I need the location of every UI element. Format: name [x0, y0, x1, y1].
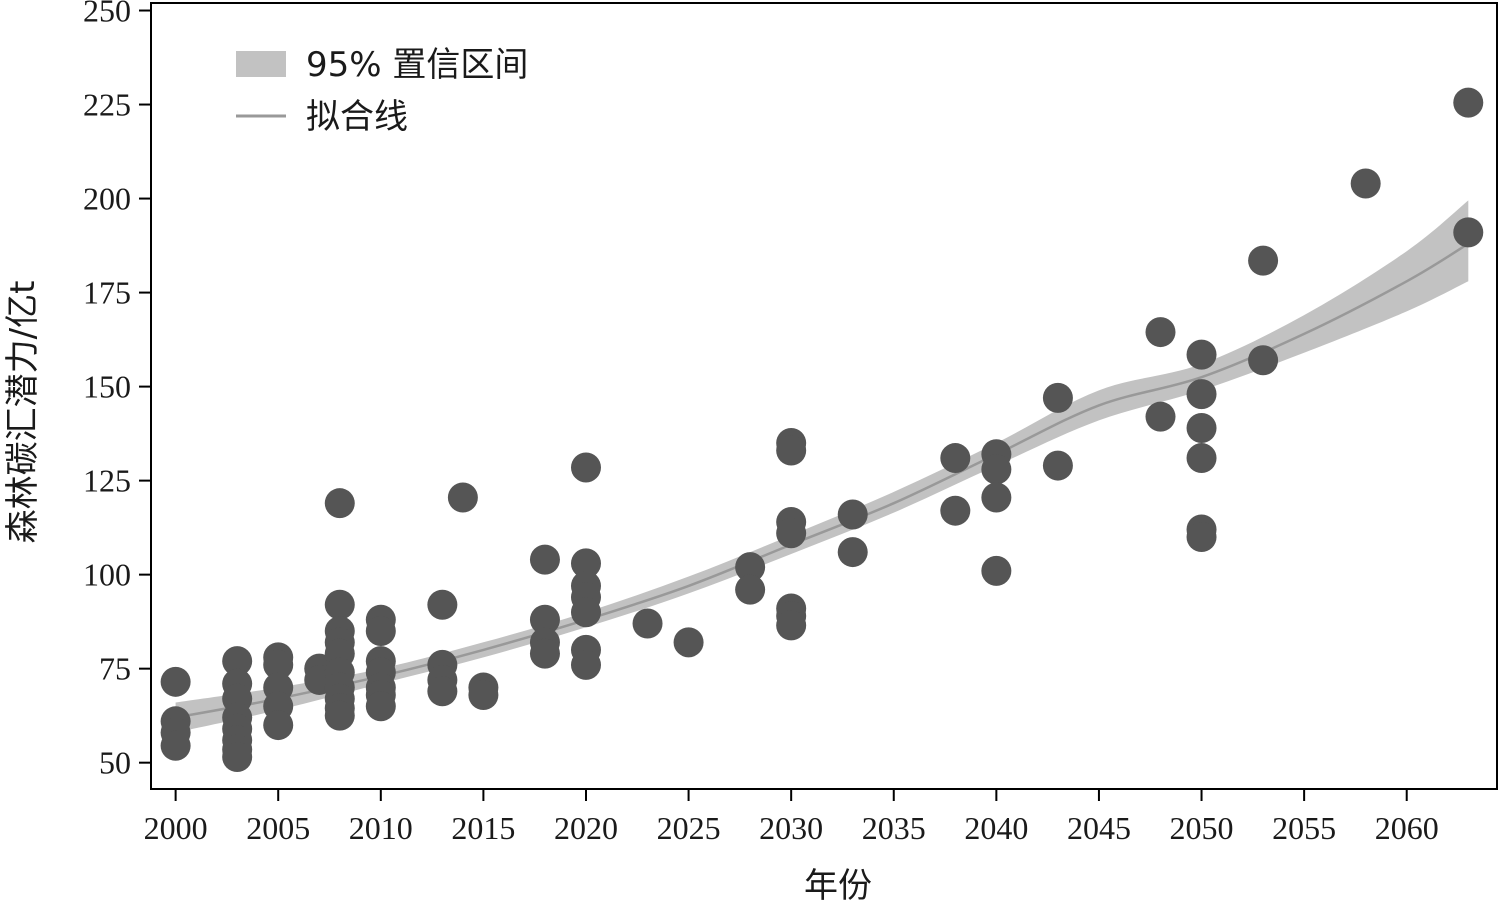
plot-frame	[150, 2, 1498, 790]
data-point	[427, 676, 458, 707]
x-tick-label: 2010	[349, 810, 413, 846]
data-point	[981, 454, 1012, 485]
data-points-layer	[160, 87, 1484, 773]
data-point	[1248, 345, 1279, 376]
data-point	[570, 597, 601, 628]
data-point	[570, 649, 601, 680]
data-point	[222, 742, 253, 773]
y-tick-label: 225	[83, 87, 131, 123]
y-axis-title: 森林碳汇潜力/亿t	[3, 281, 43, 544]
data-point	[324, 589, 355, 620]
legend-band-swatch	[236, 51, 286, 77]
data-point	[427, 589, 458, 620]
data-point	[837, 537, 868, 568]
data-point	[632, 608, 663, 639]
data-point	[324, 700, 355, 731]
data-point	[735, 552, 766, 583]
data-point	[1350, 168, 1381, 199]
data-point	[1453, 217, 1484, 248]
fit-line	[175, 242, 1469, 719]
x-tick-label: 2050	[1170, 810, 1234, 846]
y-tick-label: 250	[83, 0, 131, 29]
data-point	[1186, 412, 1217, 443]
y-tick-label: 150	[83, 369, 131, 405]
y-tick-label: 100	[83, 557, 131, 593]
data-point	[447, 482, 478, 513]
x-axis-title: 年份	[804, 866, 872, 906]
x-tick-label: 2035	[862, 810, 926, 846]
data-point	[1453, 87, 1484, 118]
legend-band-label: 95% 置信区间	[306, 45, 528, 85]
data-point	[529, 544, 560, 575]
data-point	[1186, 443, 1217, 474]
y-tick-label: 125	[83, 463, 131, 499]
x-tick-label: 2025	[657, 810, 721, 846]
data-point	[1042, 382, 1073, 413]
data-point	[324, 488, 355, 519]
x-tick-label: 2020	[554, 810, 618, 846]
data-point	[735, 574, 766, 605]
data-point	[981, 555, 1012, 586]
data-point	[1145, 317, 1176, 348]
x-tick-label: 2005	[246, 810, 310, 846]
data-point	[981, 482, 1012, 513]
data-point	[1186, 339, 1217, 370]
x-tick-label: 2000	[144, 810, 208, 846]
data-point	[837, 499, 868, 530]
x-tick-label: 2030	[759, 810, 823, 846]
y-tick-label: 200	[83, 181, 131, 217]
y-axis-ticks: 50 75 100 125 150 175 200 225 250	[83, 0, 151, 781]
data-point	[1145, 401, 1176, 432]
data-point	[365, 616, 396, 647]
x-tick-label: 2055	[1272, 810, 1336, 846]
data-point	[1042, 450, 1073, 481]
x-tick-label: 2040	[964, 810, 1028, 846]
data-point	[570, 548, 601, 579]
data-point	[1186, 379, 1217, 410]
data-point	[776, 435, 807, 466]
data-point	[222, 646, 253, 677]
y-tick-label: 50	[99, 745, 131, 781]
data-point	[365, 691, 396, 722]
data-point	[940, 443, 971, 474]
data-point	[468, 679, 499, 710]
y-tick-label: 175	[83, 275, 131, 311]
data-point	[1186, 522, 1217, 553]
legend-line-label: 拟合线	[306, 97, 408, 137]
data-point	[529, 604, 560, 635]
y-tick-label: 75	[99, 651, 131, 687]
data-point	[263, 649, 294, 680]
x-tick-label: 2060	[1375, 810, 1439, 846]
data-point	[776, 610, 807, 641]
fit-line-layer	[175, 242, 1469, 719]
data-point	[160, 730, 191, 761]
data-point	[263, 710, 294, 741]
data-point	[1248, 245, 1279, 276]
data-point	[673, 627, 704, 658]
data-point	[160, 666, 191, 697]
x-axis-ticks: 2000 2005 2010 2015 2020 2025 2030 2035 2040 2045…	[144, 789, 1439, 846]
x-tick-label: 2045	[1067, 810, 1131, 846]
data-point	[940, 495, 971, 526]
data-point	[570, 452, 601, 483]
legend: 95% 置信区间 拟合线	[236, 45, 528, 137]
x-tick-label: 2015	[451, 810, 515, 846]
data-point	[776, 518, 807, 549]
data-point	[529, 638, 560, 669]
